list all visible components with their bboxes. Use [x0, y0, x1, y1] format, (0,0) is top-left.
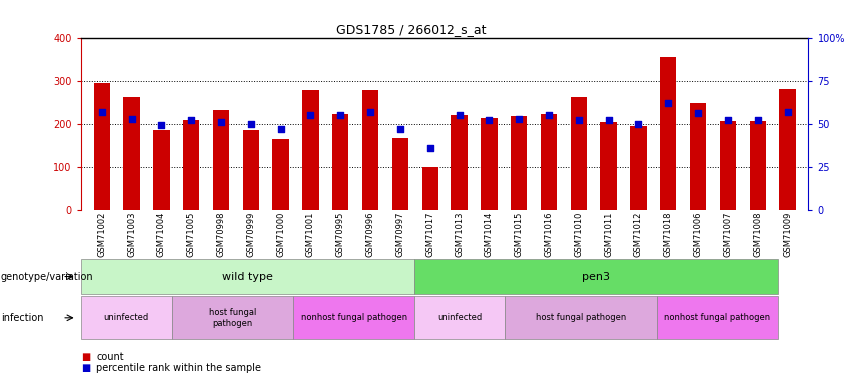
Point	[602, 117, 615, 123]
Text: ■: ■	[81, 352, 90, 362]
Bar	[94, 83, 110, 210]
Point	[334, 112, 347, 118]
Bar	[391, 138, 408, 210]
Point	[214, 119, 228, 125]
Point	[125, 116, 139, 122]
Point	[691, 110, 705, 116]
Bar	[451, 115, 468, 210]
Bar	[153, 130, 169, 210]
Text: count: count	[96, 352, 123, 362]
Bar	[213, 110, 229, 210]
Point	[483, 117, 496, 123]
Bar	[421, 167, 438, 210]
Text: host fungal pathogen: host fungal pathogen	[536, 314, 626, 322]
Bar	[302, 90, 318, 210]
Text: nonhost fungal pathogen: nonhost fungal pathogen	[665, 314, 770, 322]
Text: nonhost fungal pathogen: nonhost fungal pathogen	[300, 314, 407, 322]
Point	[542, 112, 556, 118]
Point	[453, 112, 466, 118]
Text: percentile rank within the sample: percentile rank within the sample	[96, 363, 261, 373]
Text: genotype/variation: genotype/variation	[1, 272, 94, 282]
Text: ■: ■	[81, 363, 90, 373]
Point	[721, 117, 734, 123]
Bar	[601, 123, 617, 210]
Bar	[123, 97, 140, 210]
Text: uninfected: uninfected	[437, 314, 483, 322]
Bar	[690, 103, 706, 210]
Bar	[183, 120, 199, 210]
Text: wild type: wild type	[222, 272, 273, 282]
Text: pen3: pen3	[582, 272, 610, 282]
Point	[631, 121, 645, 127]
Point	[95, 109, 109, 115]
Bar	[780, 89, 796, 210]
Point	[185, 117, 198, 123]
Point	[661, 100, 675, 106]
Bar	[541, 114, 557, 210]
Bar	[362, 90, 379, 210]
Bar	[660, 57, 677, 210]
Point	[572, 117, 585, 123]
Point	[304, 112, 317, 118]
Bar	[332, 114, 348, 210]
Bar	[481, 118, 498, 210]
Point	[155, 123, 168, 129]
Bar	[631, 126, 647, 210]
Point	[780, 109, 794, 115]
Point	[363, 109, 377, 115]
Text: uninfected: uninfected	[104, 314, 149, 322]
Bar	[511, 116, 528, 210]
Bar	[750, 121, 766, 210]
Text: GDS1785 / 266012_s_at: GDS1785 / 266012_s_at	[335, 23, 486, 36]
Point	[244, 121, 258, 127]
Point	[423, 145, 437, 151]
Bar	[272, 139, 288, 210]
Point	[274, 126, 288, 132]
Text: host fungal
pathogen: host fungal pathogen	[208, 308, 256, 327]
Point	[512, 116, 526, 122]
Point	[393, 126, 407, 132]
Bar	[571, 97, 587, 210]
Point	[751, 117, 764, 123]
Bar	[243, 130, 259, 210]
Bar	[720, 121, 736, 210]
Text: infection: infection	[1, 313, 43, 323]
